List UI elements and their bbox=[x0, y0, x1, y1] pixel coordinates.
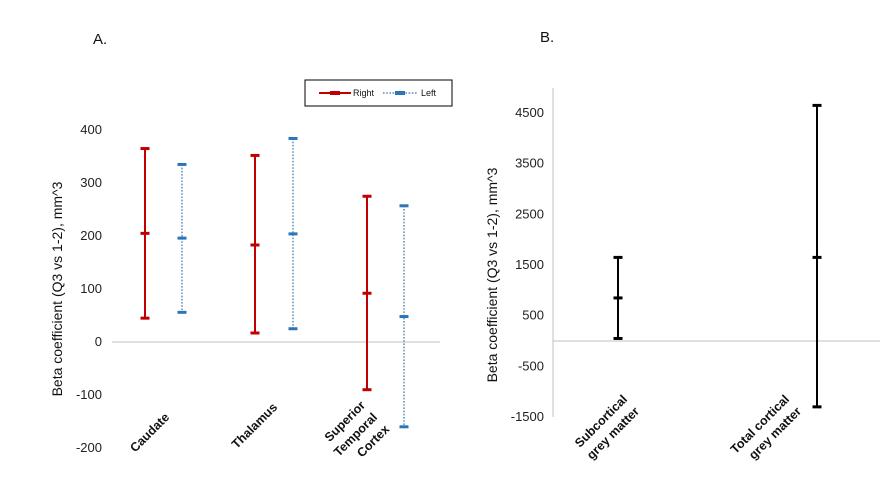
y-tick-label: -200 bbox=[76, 440, 102, 455]
y-tick-label: 400 bbox=[80, 122, 102, 137]
y-tick-label: 300 bbox=[80, 175, 102, 190]
legend-label-left: Left bbox=[421, 88, 437, 98]
y-tick-label: 200 bbox=[80, 228, 102, 243]
legend-label-right: Right bbox=[353, 88, 375, 98]
y-tick-label: 1500 bbox=[515, 257, 544, 272]
category-label: Caudate bbox=[127, 410, 172, 455]
y-axis-label: Beta coefficient (Q3 vs 1-2), mm^3 bbox=[49, 181, 65, 396]
chart-a: -200 -100 0 100 200 300 400 Beta coefficient (Q… bbox=[49, 79, 453, 460]
y-tick-label: -1500 bbox=[511, 409, 544, 424]
category-label: Thalamus bbox=[229, 400, 280, 451]
y-tick-label: -500 bbox=[518, 358, 544, 373]
y-tick-label: 4500 bbox=[515, 105, 544, 120]
y-tick-label: 0 bbox=[95, 334, 102, 349]
y-tick-label: 3500 bbox=[515, 156, 544, 171]
y-tick-label: 500 bbox=[522, 308, 544, 323]
y-axis-label: Beta coefficient (Q3 vs 1-2), mm^3 bbox=[484, 167, 500, 382]
y-tick-label: 100 bbox=[80, 281, 102, 296]
y-tick-label: -100 bbox=[76, 387, 102, 402]
y-tick-label: 2500 bbox=[515, 206, 544, 221]
panel-b-label: B. bbox=[540, 29, 554, 46]
panel-a-label: A. bbox=[93, 31, 107, 48]
chart-b: -1500 -500 500 1500 2500 3500 4500 Beta coeffic… bbox=[484, 88, 880, 462]
